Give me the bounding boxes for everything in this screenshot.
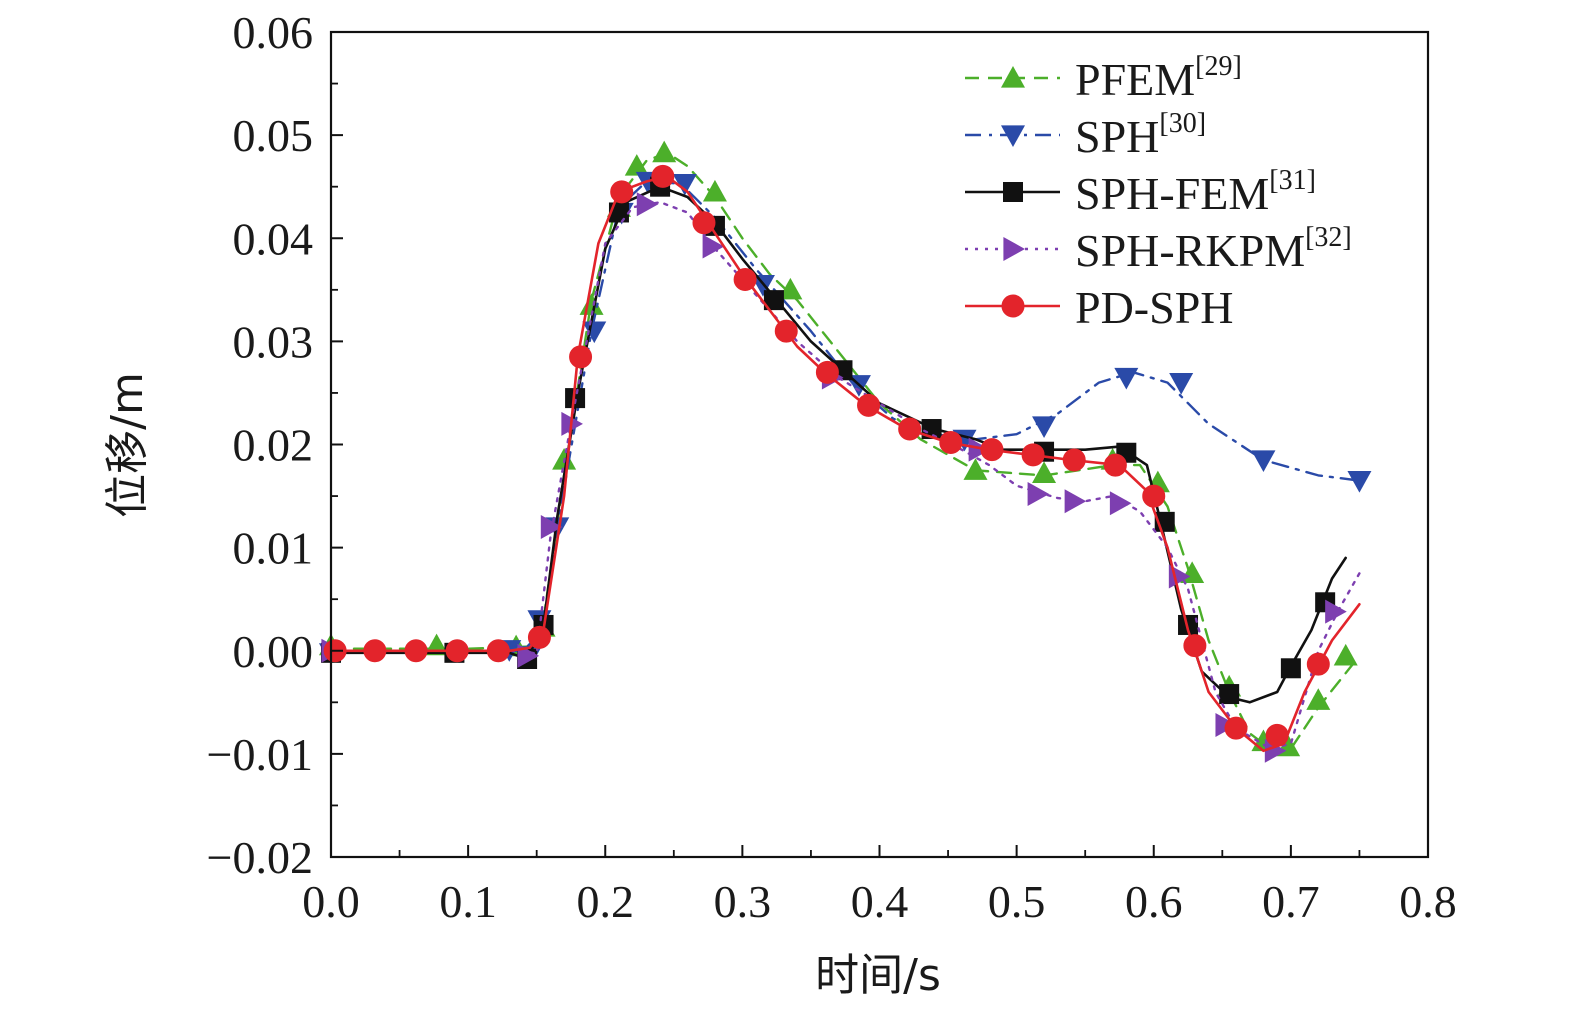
data-point-sph-fem xyxy=(565,388,586,409)
data-point-pd-sph xyxy=(1183,634,1207,658)
y-tick-label: 0.01 xyxy=(233,523,314,574)
legend-marker-sph xyxy=(1001,125,1025,147)
data-point-sph-fem xyxy=(763,290,784,311)
data-point-sph xyxy=(672,173,697,196)
data-point-pd-sph xyxy=(733,268,757,291)
data-point-sph xyxy=(582,321,607,344)
data-point-pd-sph xyxy=(363,639,387,663)
data-point-sph-rkpm xyxy=(1064,489,1087,514)
data-point-sph-fem xyxy=(1219,684,1240,705)
data-point-pd-sph xyxy=(445,639,469,663)
data-point-pd-sph xyxy=(1062,448,1086,472)
x-tick-label: 0.4 xyxy=(851,876,909,927)
data-point-pfem xyxy=(1032,461,1057,483)
y-tick-label: 0.04 xyxy=(233,213,314,264)
legend-item-sph: SPH[30] xyxy=(965,108,1206,162)
data-point-pd-sph xyxy=(610,180,634,204)
y-tick-label: 0.00 xyxy=(233,626,314,677)
x-tick-label: 0.8 xyxy=(1399,876,1457,927)
x-tick-label: 0.6 xyxy=(1125,876,1183,927)
data-point-sph-rkpm xyxy=(540,515,563,539)
legend-item-pd-sph: PD-SPH xyxy=(965,282,1234,333)
data-point-sph-fem xyxy=(1280,658,1301,679)
y-axis-title: 位移/m xyxy=(102,372,153,518)
data-point-pd-sph xyxy=(1142,484,1166,508)
data-point-pd-sph xyxy=(1021,443,1045,467)
data-point-pfem xyxy=(963,458,988,480)
data-point-pd-sph xyxy=(980,438,1004,462)
data-point-sph xyxy=(1251,450,1276,472)
data-point-pd-sph xyxy=(939,430,963,454)
data-point-pfem xyxy=(1306,688,1331,710)
y-tick-label: −0.01 xyxy=(207,729,313,780)
legend-marker-pfem xyxy=(1001,66,1025,88)
data-point-sph-rkpm xyxy=(1027,482,1050,506)
data-point-pfem xyxy=(702,179,727,202)
data-point-pd-sph xyxy=(1265,723,1289,747)
data-point-sph xyxy=(1032,416,1057,438)
legend-label-sph: SPH[30] xyxy=(1075,108,1206,162)
y-tick-label: 0.06 xyxy=(233,7,314,58)
data-point-pd-sph xyxy=(1224,716,1248,740)
data-point-sph-rkpm xyxy=(968,437,991,462)
y-tick-label: 0.03 xyxy=(233,316,314,367)
data-point-sph-rkpm xyxy=(1109,491,1132,516)
legend-label-pfem: PFEM[29] xyxy=(1075,51,1242,105)
data-point-sph-rkpm xyxy=(1264,738,1287,763)
data-point-sph-rkpm xyxy=(702,234,725,259)
legend-item-sph-fem: SPH-FEM[31] xyxy=(965,165,1316,219)
y-tick-label: 0.02 xyxy=(233,420,314,471)
legend-citation-pfem: [29] xyxy=(1195,51,1242,82)
y-tick-label: 0.05 xyxy=(233,110,314,161)
data-point-pd-sph xyxy=(486,639,510,663)
data-point-pd-sph xyxy=(527,625,551,649)
data-point-pfem xyxy=(778,277,803,300)
legend-label-sph-rkpm: SPH-RKPM[32] xyxy=(1075,222,1352,276)
data-point-pd-sph xyxy=(1306,652,1330,676)
legend-label-sph-fem: SPH-FEM[31] xyxy=(1075,165,1316,219)
axes: 0.0 0.1 0.2 0.3 0.4 0.5 0.6 0.7 0.8 −0.02 −0.01 0.0… xyxy=(207,7,1457,927)
data-point-sph xyxy=(750,275,775,297)
series-pd-sph xyxy=(323,164,1361,753)
series-line-pd-sph xyxy=(329,175,1361,753)
x-axis-title: 时间/s xyxy=(815,950,941,1001)
x-tick-label: 0.1 xyxy=(439,876,497,927)
x-tick-label: 0.2 xyxy=(577,876,635,927)
data-point-pd-sph xyxy=(404,639,428,663)
data-point-sph xyxy=(1114,367,1139,390)
legend-citation-sph: [30] xyxy=(1159,108,1206,139)
data-point-sph-fem xyxy=(921,419,942,440)
data-point-pfem xyxy=(1333,643,1358,666)
x-tick-label: 0.7 xyxy=(1262,876,1320,927)
data-point-pd-sph xyxy=(815,360,839,384)
data-point-pd-sph xyxy=(774,319,798,343)
data-point-pd-sph xyxy=(898,417,922,441)
data-point-pfem xyxy=(652,140,677,163)
data-point-pd-sph xyxy=(1103,453,1127,477)
x-tick-label: 0.3 xyxy=(714,876,772,927)
y-tick-label: −0.02 xyxy=(207,832,313,883)
data-point-sph xyxy=(1169,373,1194,395)
data-point-pd-sph xyxy=(692,211,716,235)
x-tick-label: 0.5 xyxy=(988,876,1046,927)
legend: PFEM[29]SPH[30]SPH-FEM[31]SPH-RKPM[32] PD… xyxy=(965,51,1352,333)
legend-label-pd-sph: PD-SPH xyxy=(1075,282,1234,333)
legend-item-pfem: PFEM[29] xyxy=(965,51,1242,105)
data-point-pd-sph xyxy=(651,164,675,188)
data-point-pd-sph xyxy=(857,393,881,417)
data-point-pd-sph xyxy=(569,345,593,369)
data-point-sph-rkpm xyxy=(1325,599,1347,624)
data-point-pfem xyxy=(624,154,649,176)
legend-marker-sph-rkpm xyxy=(1003,237,1025,261)
legend-citation-sph-rkpm: [32] xyxy=(1305,222,1352,253)
data-point-sph-rkpm xyxy=(636,192,659,217)
legend-citation-sph-fem: [31] xyxy=(1269,165,1316,196)
x-tick-label: 0.0 xyxy=(302,876,360,927)
data-point-sph xyxy=(1347,470,1372,493)
legend-marker-pd-sph xyxy=(1001,294,1025,318)
legend-item-sph-rkpm: SPH-RKPM[32] xyxy=(965,222,1352,276)
legend-marker-sph-fem xyxy=(1003,182,1023,202)
